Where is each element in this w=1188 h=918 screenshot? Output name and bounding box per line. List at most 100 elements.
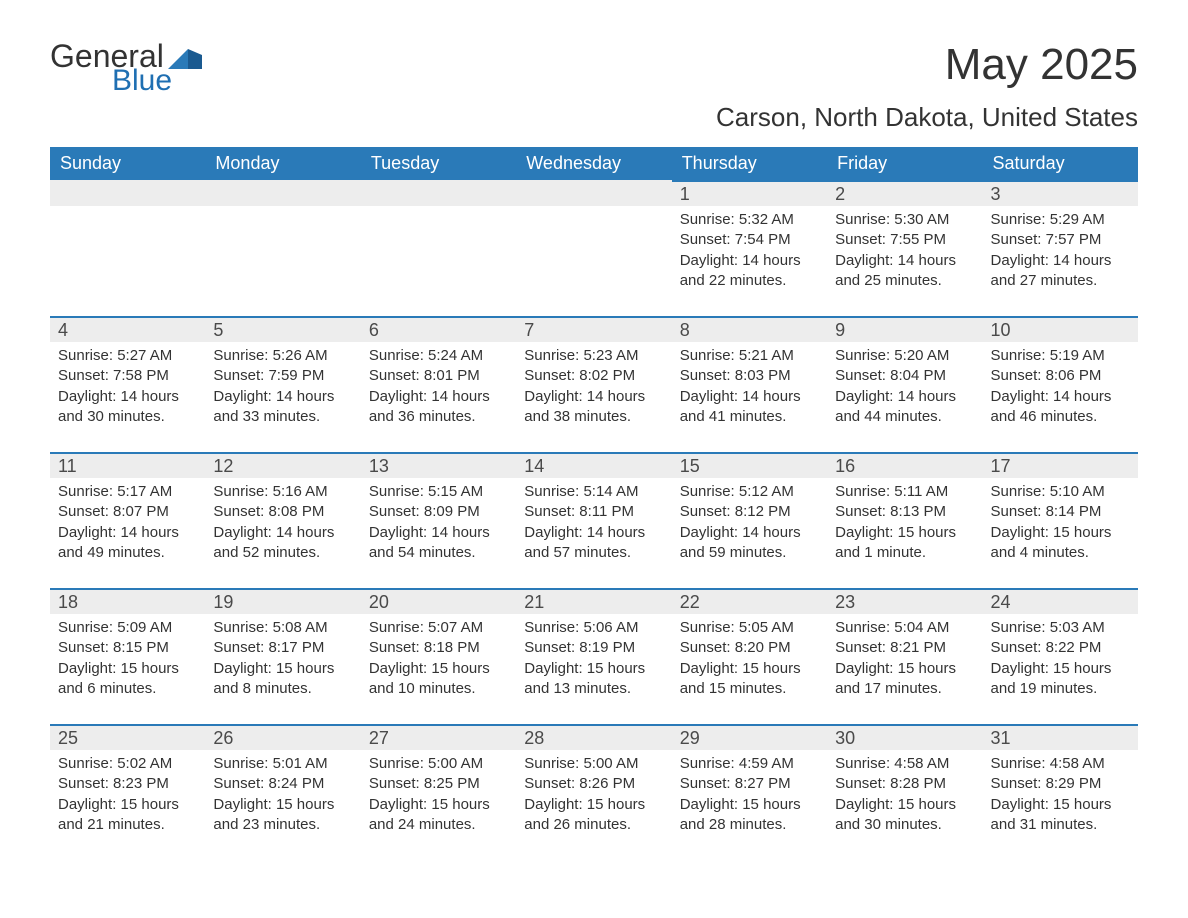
daylight-text: Daylight: 14 hours and 27 minutes. [991, 251, 1130, 292]
sunset-text: Sunset: 8:04 PM [835, 366, 974, 386]
day-number: 7 [516, 316, 671, 342]
day-number: 19 [205, 588, 360, 614]
day-cell: 31Sunrise: 4:58 AMSunset: 8:29 PMDayligh… [983, 724, 1138, 860]
sunrise-text: Sunrise: 4:59 AM [680, 754, 819, 774]
daylight-text: Daylight: 15 hours and 23 minutes. [213, 795, 352, 836]
day-body: Sunrise: 4:58 AMSunset: 8:28 PMDaylight:… [827, 750, 982, 835]
day-number: 17 [983, 452, 1138, 478]
day-body: Sunrise: 4:59 AMSunset: 8:27 PMDaylight:… [672, 750, 827, 835]
day-number: 25 [50, 724, 205, 750]
day-number: 9 [827, 316, 982, 342]
day-number: 11 [50, 452, 205, 478]
logo-word2: Blue [112, 66, 202, 96]
day-number: 12 [205, 452, 360, 478]
sunset-text: Sunset: 7:59 PM [213, 366, 352, 386]
daylight-text: Daylight: 14 hours and 57 minutes. [524, 523, 663, 564]
sunrise-text: Sunrise: 5:11 AM [835, 482, 974, 502]
sunrise-text: Sunrise: 5:00 AM [524, 754, 663, 774]
day-cell: 17Sunrise: 5:10 AMSunset: 8:14 PMDayligh… [983, 452, 1138, 588]
empty-cell [361, 180, 516, 316]
sunset-text: Sunset: 7:55 PM [835, 230, 974, 250]
day-cell: 5Sunrise: 5:26 AMSunset: 7:59 PMDaylight… [205, 316, 360, 452]
sunrise-text: Sunrise: 5:16 AM [213, 482, 352, 502]
dow-thu: Thursday [672, 147, 827, 180]
sunset-text: Sunset: 8:23 PM [58, 774, 197, 794]
day-number: 30 [827, 724, 982, 750]
daylight-text: Daylight: 15 hours and 15 minutes. [680, 659, 819, 700]
day-number: 22 [672, 588, 827, 614]
calendar-table: Sunday Monday Tuesday Wednesday Thursday… [50, 147, 1138, 860]
sunrise-text: Sunrise: 5:00 AM [369, 754, 508, 774]
day-cell: 12Sunrise: 5:16 AMSunset: 8:08 PMDayligh… [205, 452, 360, 588]
sunset-text: Sunset: 8:14 PM [991, 502, 1130, 522]
day-body: Sunrise: 5:20 AMSunset: 8:04 PMDaylight:… [827, 342, 982, 427]
day-cell: 21Sunrise: 5:06 AMSunset: 8:19 PMDayligh… [516, 588, 671, 724]
day-cell: 23Sunrise: 5:04 AMSunset: 8:21 PMDayligh… [827, 588, 982, 724]
day-number: 20 [361, 588, 516, 614]
daylight-text: Daylight: 15 hours and 17 minutes. [835, 659, 974, 700]
day-number: 28 [516, 724, 671, 750]
sunrise-text: Sunrise: 5:15 AM [369, 482, 508, 502]
sunrise-text: Sunrise: 5:30 AM [835, 210, 974, 230]
day-body: Sunrise: 5:23 AMSunset: 8:02 PMDaylight:… [516, 342, 671, 427]
sunset-text: Sunset: 8:12 PM [680, 502, 819, 522]
day-number [205, 180, 360, 206]
day-body: Sunrise: 5:07 AMSunset: 8:18 PMDaylight:… [361, 614, 516, 699]
day-cell: 16Sunrise: 5:11 AMSunset: 8:13 PMDayligh… [827, 452, 982, 588]
sunset-text: Sunset: 8:13 PM [835, 502, 974, 522]
sunset-text: Sunset: 8:15 PM [58, 638, 197, 658]
sunset-text: Sunset: 8:03 PM [680, 366, 819, 386]
day-body: Sunrise: 5:01 AMSunset: 8:24 PMDaylight:… [205, 750, 360, 835]
day-cell: 20Sunrise: 5:07 AMSunset: 8:18 PMDayligh… [361, 588, 516, 724]
day-number: 5 [205, 316, 360, 342]
daylight-text: Daylight: 14 hours and 59 minutes. [680, 523, 819, 564]
day-body: Sunrise: 5:16 AMSunset: 8:08 PMDaylight:… [205, 478, 360, 563]
sunrise-text: Sunrise: 5:32 AM [680, 210, 819, 230]
week-row: 4Sunrise: 5:27 AMSunset: 7:58 PMDaylight… [50, 316, 1138, 452]
day-number: 4 [50, 316, 205, 342]
sunrise-text: Sunrise: 5:02 AM [58, 754, 197, 774]
dow-sun: Sunday [50, 147, 205, 180]
title-block: May 2025 [945, 40, 1138, 90]
day-body: Sunrise: 5:15 AMSunset: 8:09 PMDaylight:… [361, 478, 516, 563]
sunset-text: Sunset: 8:08 PM [213, 502, 352, 522]
day-cell: 14Sunrise: 5:14 AMSunset: 8:11 PMDayligh… [516, 452, 671, 588]
daylight-text: Daylight: 15 hours and 28 minutes. [680, 795, 819, 836]
day-number: 6 [361, 316, 516, 342]
sunrise-text: Sunrise: 5:03 AM [991, 618, 1130, 638]
day-cell: 7Sunrise: 5:23 AMSunset: 8:02 PMDaylight… [516, 316, 671, 452]
sunset-text: Sunset: 8:11 PM [524, 502, 663, 522]
sunset-text: Sunset: 8:21 PM [835, 638, 974, 658]
day-number: 16 [827, 452, 982, 478]
day-body: Sunrise: 5:21 AMSunset: 8:03 PMDaylight:… [672, 342, 827, 427]
sunrise-text: Sunrise: 5:05 AM [680, 618, 819, 638]
day-body: Sunrise: 5:11 AMSunset: 8:13 PMDaylight:… [827, 478, 982, 563]
daylight-text: Daylight: 15 hours and 8 minutes. [213, 659, 352, 700]
header: General Blue May 2025 [50, 40, 1138, 96]
daylight-text: Daylight: 14 hours and 33 minutes. [213, 387, 352, 428]
sunset-text: Sunset: 7:54 PM [680, 230, 819, 250]
sunrise-text: Sunrise: 5:04 AM [835, 618, 974, 638]
day-cell: 22Sunrise: 5:05 AMSunset: 8:20 PMDayligh… [672, 588, 827, 724]
sunrise-text: Sunrise: 5:06 AM [524, 618, 663, 638]
daylight-text: Daylight: 14 hours and 49 minutes. [58, 523, 197, 564]
empty-cell [516, 180, 671, 316]
sunrise-text: Sunrise: 5:20 AM [835, 346, 974, 366]
daylight-text: Daylight: 14 hours and 22 minutes. [680, 251, 819, 292]
sunset-text: Sunset: 8:25 PM [369, 774, 508, 794]
day-cell: 3Sunrise: 5:29 AMSunset: 7:57 PMDaylight… [983, 180, 1138, 316]
logo: General Blue [50, 40, 202, 96]
day-body: Sunrise: 5:00 AMSunset: 8:25 PMDaylight:… [361, 750, 516, 835]
day-cell: 15Sunrise: 5:12 AMSunset: 8:12 PMDayligh… [672, 452, 827, 588]
daylight-text: Daylight: 15 hours and 6 minutes. [58, 659, 197, 700]
sunrise-text: Sunrise: 5:14 AM [524, 482, 663, 502]
day-number: 13 [361, 452, 516, 478]
day-cell: 1 Sunrise: 5:32 AMSunset: 7:54 PMDaylight… [672, 180, 827, 316]
day-cell: 26Sunrise: 5:01 AMSunset: 8:24 PMDayligh… [205, 724, 360, 860]
day-body: Sunrise: 4:58 AMSunset: 8:29 PMDaylight:… [983, 750, 1138, 835]
daylight-text: Daylight: 14 hours and 52 minutes. [213, 523, 352, 564]
day-body: Sunrise: 5:00 AMSunset: 8:26 PMDaylight:… [516, 750, 671, 835]
day-number: 1 [672, 180, 827, 206]
day-body: Sunrise: 5:09 AMSunset: 8:15 PMDaylight:… [50, 614, 205, 699]
days-of-week-row: Sunday Monday Tuesday Wednesday Thursday… [50, 147, 1138, 180]
